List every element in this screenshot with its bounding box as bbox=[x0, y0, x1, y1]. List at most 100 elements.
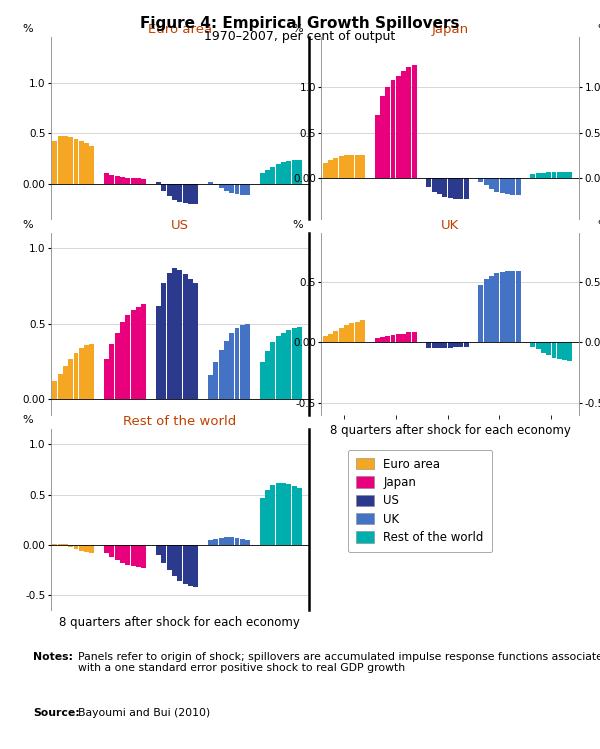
Bar bbox=[142, 545, 146, 568]
Bar bbox=[84, 345, 89, 399]
Bar bbox=[188, 545, 193, 586]
Bar bbox=[432, 178, 437, 192]
Bar bbox=[286, 330, 292, 399]
Bar bbox=[218, 538, 224, 545]
Bar bbox=[406, 67, 412, 178]
Bar bbox=[344, 325, 349, 342]
Bar bbox=[276, 164, 281, 184]
Bar bbox=[385, 88, 390, 178]
Bar bbox=[265, 351, 270, 399]
Text: Source:: Source: bbox=[33, 708, 80, 718]
Bar bbox=[458, 342, 463, 347]
Bar bbox=[52, 142, 57, 184]
Bar bbox=[193, 545, 198, 587]
Bar bbox=[515, 270, 521, 342]
Text: Notes:: Notes: bbox=[33, 652, 73, 661]
Bar bbox=[442, 178, 448, 197]
Bar bbox=[271, 485, 275, 545]
Bar bbox=[193, 184, 198, 204]
Text: Figure 4: Empirical Growth Spillovers: Figure 4: Empirical Growth Spillovers bbox=[140, 16, 460, 31]
Bar bbox=[271, 342, 275, 399]
Bar bbox=[260, 497, 265, 545]
Bar bbox=[79, 348, 84, 399]
Bar bbox=[453, 342, 458, 347]
Bar bbox=[297, 327, 302, 399]
Bar bbox=[338, 157, 344, 178]
Text: %: % bbox=[22, 24, 33, 34]
Bar bbox=[344, 155, 349, 178]
Bar bbox=[297, 160, 302, 184]
Bar bbox=[74, 139, 79, 184]
Bar bbox=[120, 178, 125, 184]
Bar bbox=[84, 545, 89, 552]
Bar bbox=[412, 333, 417, 342]
Bar bbox=[235, 329, 239, 399]
Bar bbox=[546, 342, 551, 355]
Bar bbox=[104, 174, 109, 184]
Bar bbox=[235, 184, 239, 193]
Bar bbox=[136, 178, 141, 184]
Bar bbox=[281, 482, 286, 545]
Text: %: % bbox=[597, 24, 600, 34]
Bar bbox=[360, 321, 365, 342]
Bar bbox=[156, 181, 161, 184]
Bar bbox=[109, 344, 115, 399]
Bar bbox=[172, 184, 177, 200]
X-axis label: 8 quarters after shock for each economy: 8 quarters after shock for each economy bbox=[59, 616, 300, 629]
Bar bbox=[156, 545, 161, 555]
Bar bbox=[484, 279, 488, 342]
Bar bbox=[323, 336, 328, 342]
Bar bbox=[391, 335, 395, 342]
Bar bbox=[551, 342, 556, 358]
Bar bbox=[115, 333, 120, 399]
Bar bbox=[260, 174, 265, 184]
Bar bbox=[448, 178, 452, 198]
Bar bbox=[240, 326, 245, 399]
Bar bbox=[276, 336, 281, 399]
Bar bbox=[115, 545, 120, 560]
Bar bbox=[63, 136, 68, 184]
Bar bbox=[427, 178, 431, 187]
Bar bbox=[265, 171, 270, 184]
Bar bbox=[536, 342, 541, 349]
Bar bbox=[208, 181, 213, 184]
Bar bbox=[406, 333, 412, 342]
Bar bbox=[557, 342, 562, 359]
Bar bbox=[396, 76, 401, 178]
Bar bbox=[58, 544, 62, 545]
Bar bbox=[213, 362, 218, 399]
Bar bbox=[442, 342, 448, 348]
Bar bbox=[136, 307, 141, 399]
Bar bbox=[292, 329, 296, 399]
Bar bbox=[167, 545, 172, 570]
Bar bbox=[224, 537, 229, 545]
Bar bbox=[401, 71, 406, 178]
Bar bbox=[142, 304, 146, 399]
Bar bbox=[84, 143, 89, 184]
Bar bbox=[562, 172, 567, 178]
Bar bbox=[74, 353, 79, 399]
Title: Japan: Japan bbox=[431, 23, 469, 36]
Title: UK: UK bbox=[441, 219, 460, 232]
Bar bbox=[161, 184, 166, 190]
Bar bbox=[178, 184, 182, 201]
Bar bbox=[464, 178, 469, 198]
Bar bbox=[515, 178, 521, 195]
Bar bbox=[208, 375, 213, 399]
Bar bbox=[167, 184, 172, 195]
Bar bbox=[208, 540, 213, 545]
Bar bbox=[380, 337, 385, 342]
Bar bbox=[380, 97, 385, 178]
Bar bbox=[245, 184, 250, 195]
Bar bbox=[505, 270, 510, 342]
Bar bbox=[458, 178, 463, 198]
Bar bbox=[349, 323, 354, 342]
Bar bbox=[182, 274, 188, 399]
Bar bbox=[245, 540, 250, 545]
Bar bbox=[68, 137, 73, 184]
Bar bbox=[562, 342, 567, 360]
Bar bbox=[265, 490, 270, 545]
Bar bbox=[484, 178, 488, 185]
Bar bbox=[229, 184, 234, 192]
Bar bbox=[115, 177, 120, 184]
